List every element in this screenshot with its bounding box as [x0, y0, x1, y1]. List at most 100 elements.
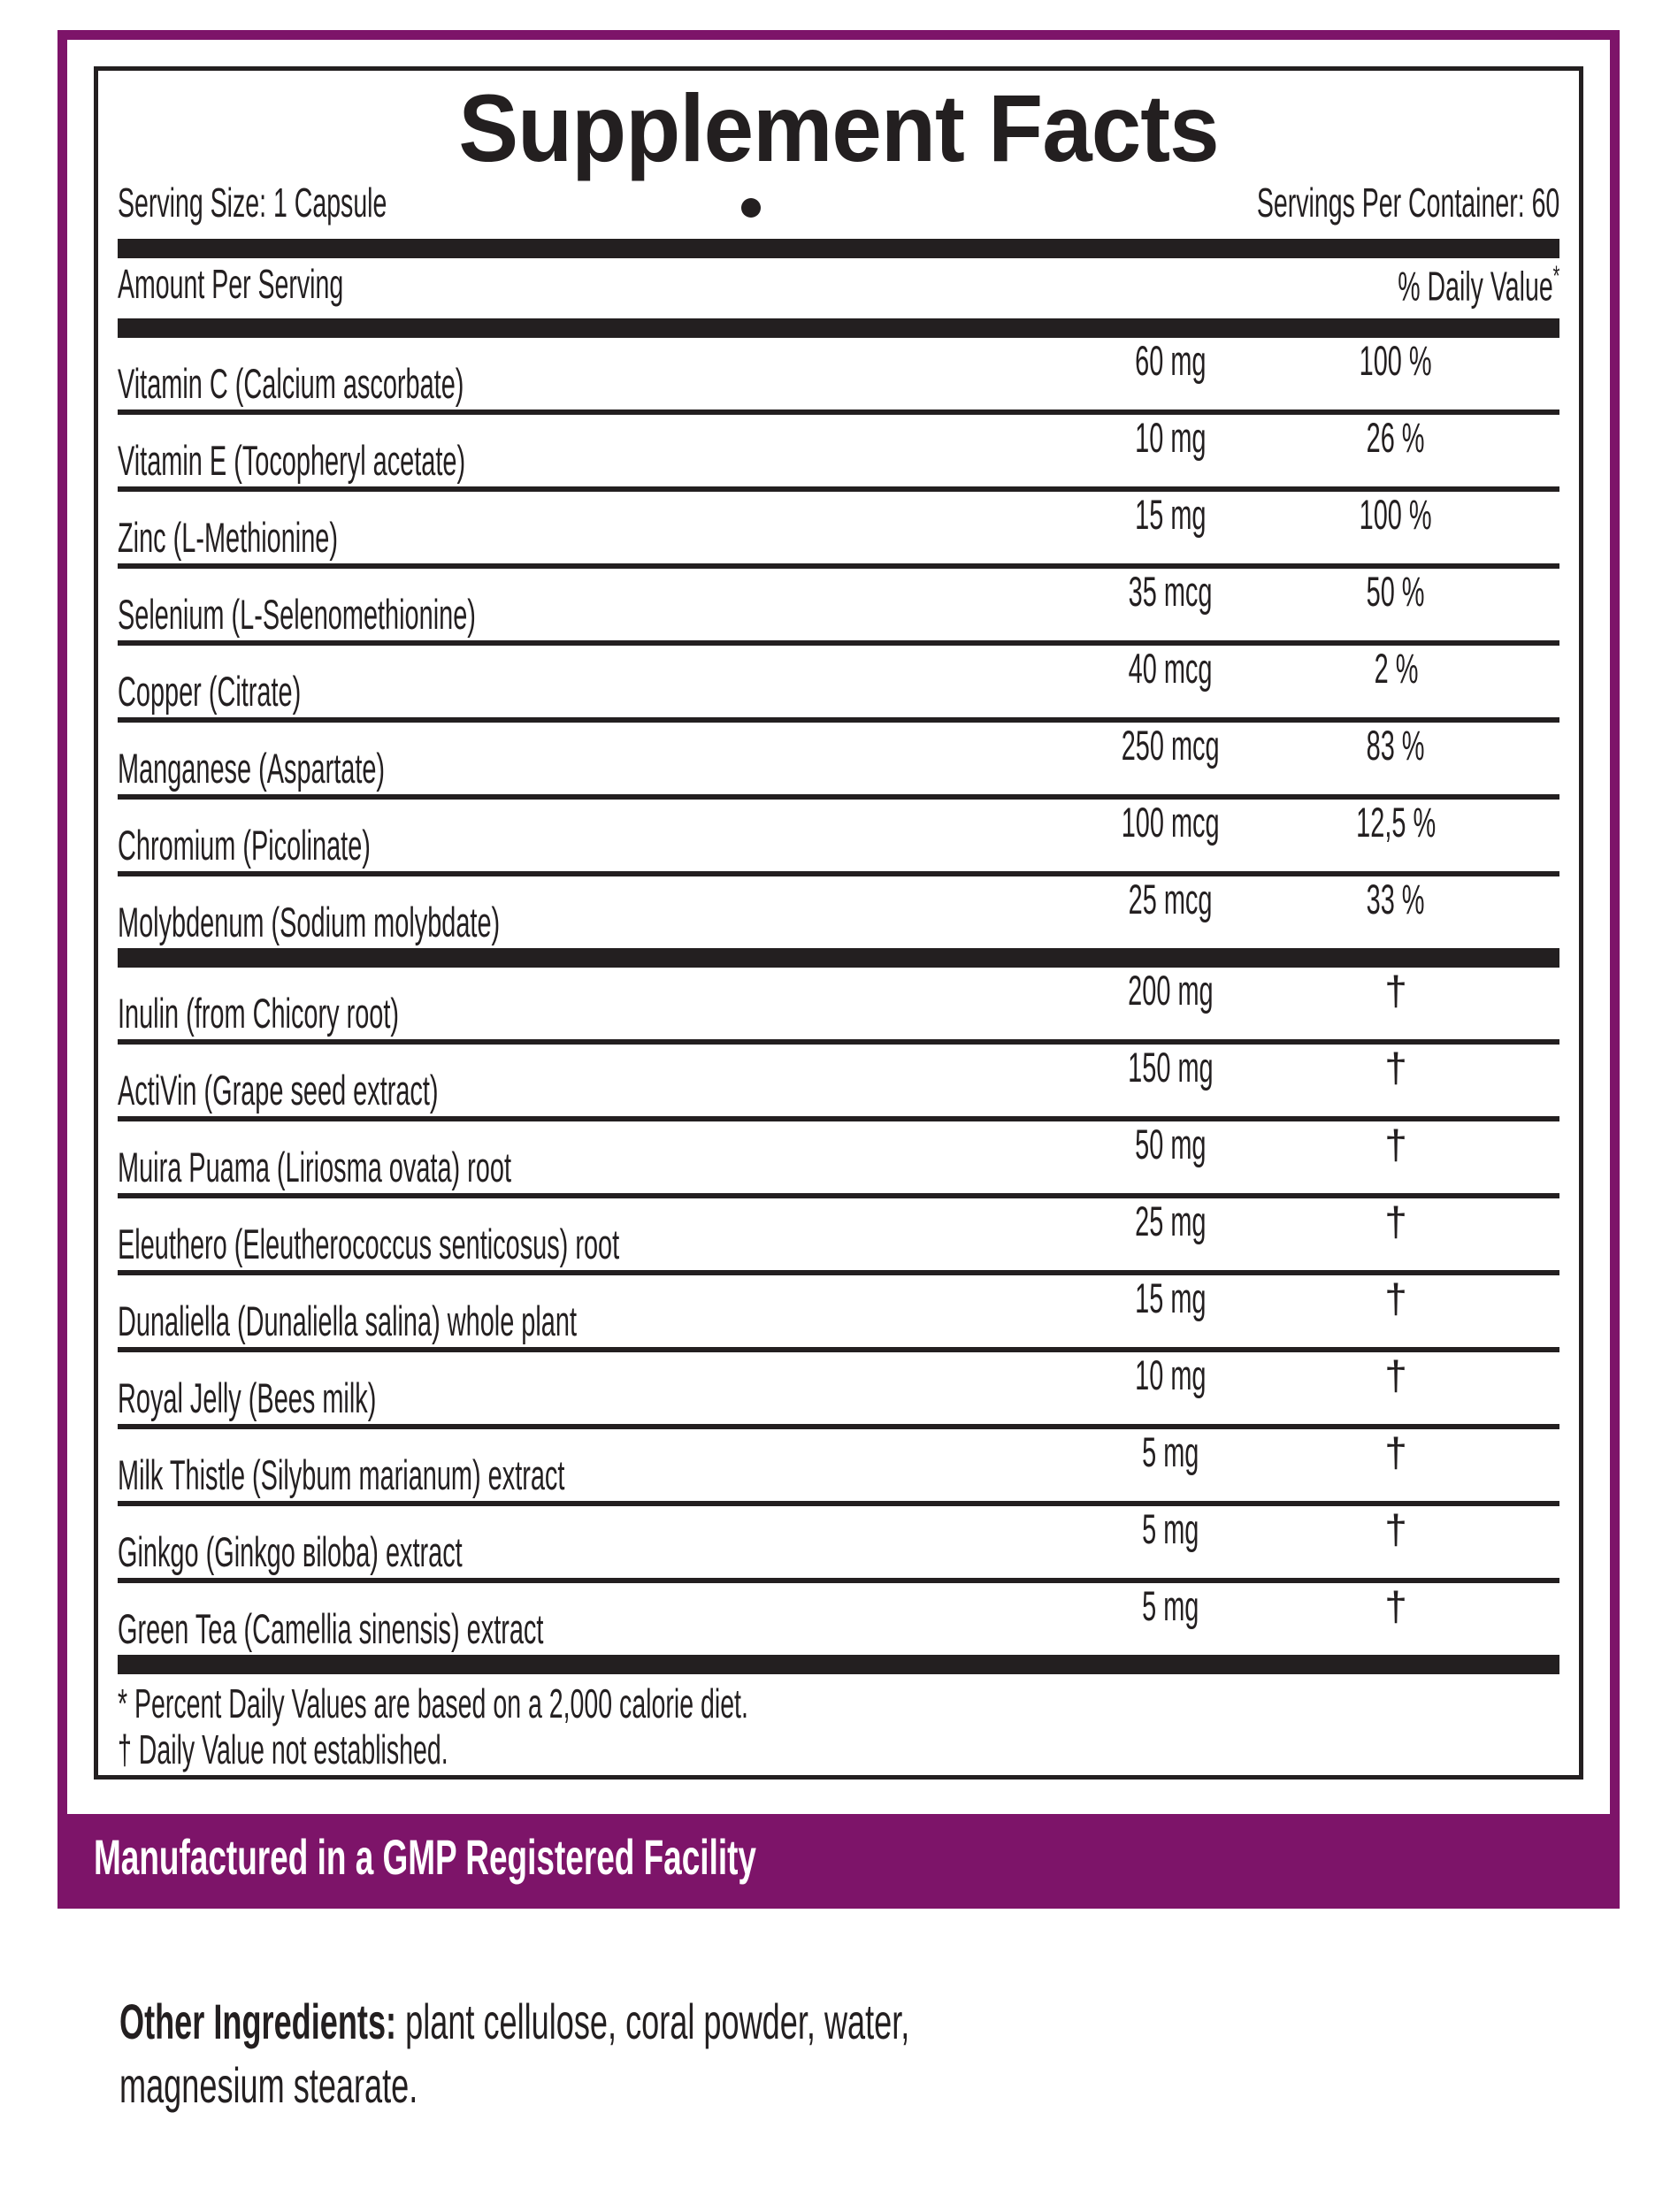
amount-per-serving-header: Amount Per Serving [118, 261, 344, 308]
supplement-facts-panel: Supplement Facts Serving Size: 1 Capsule… [94, 66, 1583, 1780]
ingredient-amount: 150 mg [1055, 1043, 1285, 1091]
ingredient-amount: 5 mg [1055, 1427, 1285, 1476]
ingredient-name: Manganese (Aspartate) [118, 745, 386, 792]
table-row: Inulin (from Chicory root) 200 mg † [118, 966, 1559, 1039]
ingredient-name: Green Tea (Camellia sinensis) extract [118, 1605, 544, 1653]
ingredient-amount: 10 mg [1055, 413, 1285, 462]
ingredient-amount: 200 mg [1055, 966, 1285, 1014]
ingredient-name: Zinc (L-Methionine) [118, 514, 338, 562]
footnote-asterisk: * Percent Daily Values are based on a 2,… [118, 1680, 748, 1727]
ingredient-daily-value: 50 % [1294, 567, 1498, 616]
gmp-banner-text: Manufactured in a GMP Registered Facilit… [94, 1828, 756, 1885]
ingredient-amount: 15 mg [1055, 490, 1285, 539]
ingredient-daily-value-text: 2 % [1374, 645, 1418, 693]
ingredient-daily-value: 26 % [1294, 413, 1498, 462]
ingredient-amount-text: 25 mcg [1128, 876, 1213, 923]
table-row: Copper (Citrate) 40 mcg 2 % [118, 644, 1559, 717]
table-row: Zinc (L-Methionine) 15 mg 100 % [118, 490, 1559, 563]
ingredient-name: Milk Thistle (Silybum marianum) extract [118, 1451, 565, 1499]
ingredient-name: Royal Jelly (Bees milk) [118, 1374, 377, 1422]
divider-thick-footnote [118, 1655, 1559, 1675]
ingredient-amount-text: 10 mg [1134, 1351, 1207, 1399]
ingredient-daily-value-text: † [1384, 1121, 1407, 1168]
purple-frame: Supplement Facts Serving Size: 1 Capsule… [57, 30, 1620, 1909]
ingredient-amount-text: 35 mcg [1128, 568, 1213, 616]
row-divider [118, 409, 1559, 416]
gmp-banner: Manufactured in a GMP Registered Facilit… [67, 1814, 1610, 1899]
ingredient-name: ActiVin (Grape seed extract) [118, 1067, 439, 1114]
ingredient-amount-text: 200 mg [1127, 967, 1214, 1014]
other-ingredients: Other Ingredients: plant cellulose, cora… [119, 1990, 1032, 2116]
ingredient-name: Eleuthero (Eleutherococcus senticosus) r… [118, 1221, 620, 1268]
row-divider [118, 1501, 1559, 1507]
ingredient-amount-text: 50 mg [1134, 1121, 1207, 1168]
row-divider [118, 1347, 1559, 1353]
table-header-row: Amount Per Serving % Daily Value* [118, 258, 1559, 313]
row-divider [118, 640, 1559, 647]
ingredient-daily-value-text: 100 % [1360, 491, 1432, 539]
table-row: Eleuthero (Eleutherococcus senticosus) r… [118, 1198, 1559, 1270]
divider-thick-header [118, 318, 1559, 339]
ingredient-name: Selenium (L-Selenomethionine) [118, 591, 476, 639]
row-divider [118, 1193, 1559, 1199]
daily-value-header: % Daily Value* [1398, 260, 1559, 310]
ingredient-amount-text: 5 mg [1141, 1582, 1199, 1630]
ingredient-amount: 50 mg [1055, 1120, 1285, 1168]
ingredient-amount: 40 mcg [1055, 644, 1285, 693]
ingredient-daily-value-text: 50 % [1367, 568, 1425, 616]
table-row: Milk Thistle (Silybum marianum) extract 5… [118, 1427, 1559, 1501]
table-row: Molybdenum (Sodium molybdate) 25 mcg 33 % [118, 876, 1559, 948]
row-divider [118, 1116, 1559, 1122]
ingredient-daily-value: † [1294, 1197, 1498, 1245]
ingredient-amount-text: 5 mg [1141, 1428, 1199, 1476]
ingredient-daily-value-text: † [1384, 1506, 1407, 1553]
divider-thick-top [118, 239, 1559, 259]
table-row: ActiVin (Grape seed extract) 150 mg † [118, 1043, 1559, 1116]
ingredient-daily-value: 83 % [1294, 721, 1498, 769]
ingredient-amount-text: 250 mcg [1121, 722, 1220, 769]
ingredient-daily-value-text: † [1384, 1429, 1407, 1476]
ingredient-daily-value: † [1294, 1581, 1498, 1630]
other-ingredients-value: plant cellulose, coral powder, water, ma… [119, 1994, 910, 2113]
ingredient-name: Dunaliella (Dunaliella salina) whole pla… [118, 1297, 577, 1345]
ingredient-amount: 10 mg [1055, 1351, 1285, 1399]
asterisk-marker: * [1552, 260, 1559, 293]
ingredient-daily-value-text: † [1384, 1198, 1407, 1245]
row-divider [118, 1424, 1559, 1430]
table-row: Vitamin C (Calcium ascorbate) 60 mg 100 % [118, 336, 1559, 409]
servings-per-container: Servings Per Container: 60 [1256, 180, 1559, 226]
ingredient-amount: 15 mg [1055, 1274, 1285, 1322]
ingredient-name: Ginkgo (Ginkgo вiloba) extract [118, 1528, 463, 1576]
nutrient-rows: Vitamin C (Calcium ascorbate) 60 mg 100 % V… [118, 336, 1559, 948]
ingredient-daily-value: † [1294, 966, 1498, 1014]
ingredient-amount-text: 40 mcg [1128, 645, 1213, 693]
ingredient-amount: 5 mg [1055, 1581, 1285, 1630]
ingredient-amount-text: 5 mg [1141, 1505, 1199, 1553]
row-divider [118, 1039, 1559, 1045]
row-divider [118, 717, 1559, 723]
row-divider [118, 1578, 1559, 1584]
table-row: Selenium (L-Selenomethionine) 35 mcg 50 % [118, 567, 1559, 640]
ingredient-amount: 60 mg [1055, 336, 1285, 385]
ingredient-daily-value: † [1294, 1504, 1498, 1553]
ingredient-amount-text: 150 mg [1127, 1044, 1214, 1091]
table-row: Muira Puama (Liriosma ovata) root 50 mg † [118, 1121, 1559, 1193]
ingredient-amount-text: 10 mg [1134, 414, 1207, 462]
table-row: Ginkgo (Ginkgo вiloba) extract 5 mg † [118, 1504, 1559, 1578]
ingredient-daily-value: † [1294, 1351, 1498, 1399]
row-divider [118, 486, 1559, 493]
footnote-dagger: † Daily Value not established. [118, 1726, 448, 1772]
divider-thick-mid [118, 948, 1559, 968]
ingredient-daily-value: † [1294, 1427, 1498, 1476]
ingredient-name: Molybdenum (Sodium molybdate) [118, 899, 501, 946]
ingredient-daily-value: † [1294, 1120, 1498, 1168]
ingredient-amount-text: 15 mg [1134, 1274, 1207, 1322]
row-divider [118, 563, 1559, 570]
ingredient-daily-value: † [1294, 1043, 1498, 1091]
ingredient-daily-value-text: 100 % [1360, 337, 1432, 385]
ingredient-name: Inulin (from Chicory root) [118, 990, 400, 1037]
row-divider [118, 794, 1559, 800]
serving-size: Serving Size: 1 Capsule [118, 180, 387, 226]
ingredient-daily-value: 100 % [1294, 490, 1498, 539]
